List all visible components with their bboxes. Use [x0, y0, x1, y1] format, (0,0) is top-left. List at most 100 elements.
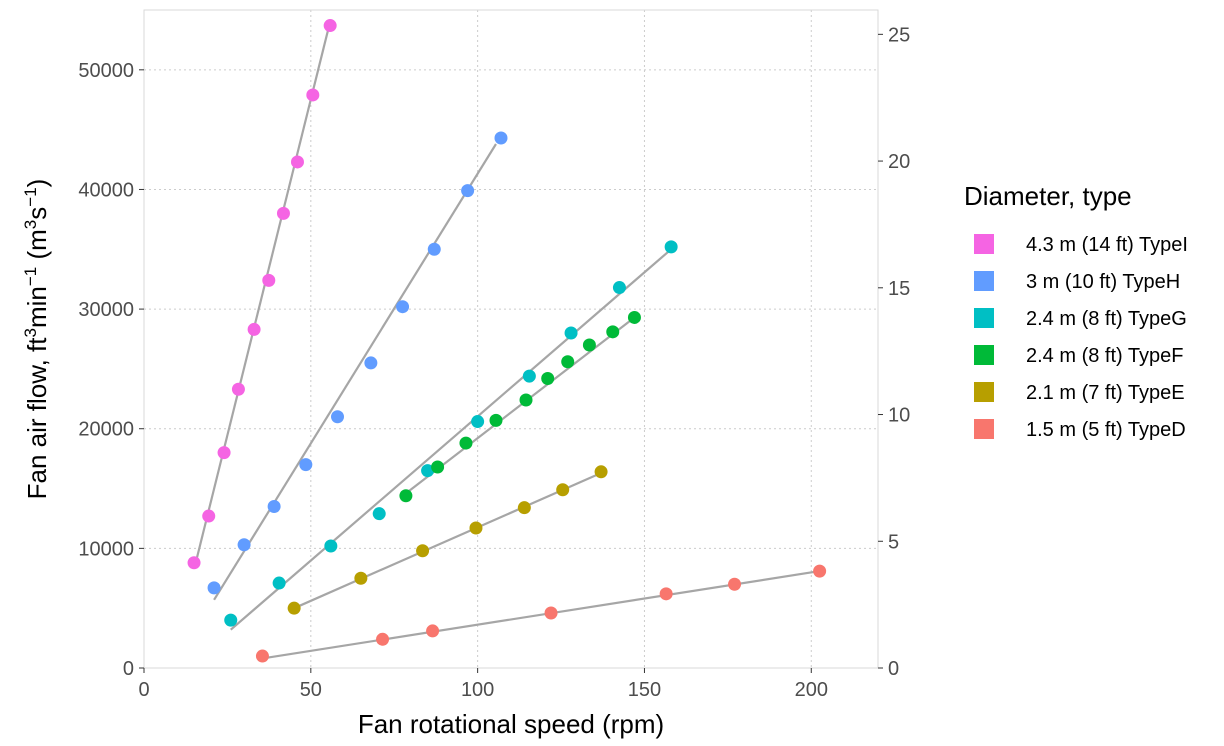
data-point-4-3-m-14-ft-typei [323, 19, 337, 33]
legend-label: 2.4 m (8 ft) TypeF [1026, 345, 1183, 367]
data-point-2-1-m-7-ft-typee [354, 571, 368, 585]
data-point-4-3-m-14-ft-typei [202, 509, 216, 523]
data-point-3-m-10-ft-typeh [207, 581, 221, 595]
y-tick-label: 40000 [78, 179, 134, 201]
x-tick-label: 100 [461, 679, 494, 701]
data-point-2-4-m-8-ft-typef [541, 371, 555, 385]
data-point-2-4-m-8-ft-typef [431, 460, 445, 474]
data-point-2-4-m-8-ft-typeg [421, 464, 435, 478]
y-axis-ticks: 0 10000 20000 30000 40000 50000 [78, 60, 144, 680]
y2-tick-label: 10 [888, 405, 910, 427]
y-axis-title: Fan air flow, ft3min−1 (m3s−1) [21, 179, 52, 500]
legend-label: 4.3 m (14 ft) TypeI [1026, 234, 1188, 256]
fit-line-2-1-m-7-ft-typee [293, 471, 602, 610]
y2-axis-ticks: 0 5 10 15 20 25 [878, 24, 910, 680]
data-points [187, 19, 827, 663]
data-point-2-4-m-8-ft-typeg [612, 281, 626, 295]
y2-tick-label: 20 [888, 151, 910, 173]
data-point-2-1-m-7-ft-typee [416, 544, 430, 558]
plot-panel-border [143, 9, 879, 669]
data-point-2-4-m-8-ft-typef [519, 393, 533, 407]
data-point-3-m-10-ft-typeh [396, 300, 410, 314]
data-point-2-4-m-8-ft-typeg [522, 369, 536, 383]
y-tick-label: 20000 [78, 419, 134, 441]
data-point-2-4-m-8-ft-typeg [664, 240, 678, 254]
data-point-3-m-10-ft-typeh [427, 242, 441, 256]
data-point-1-5-m-5-ft-typed [659, 587, 673, 601]
y2-tick-label: 25 [888, 24, 910, 46]
data-point-4-3-m-14-ft-typei [217, 446, 231, 460]
legend-key-2-4-m-8-ft-typeg [974, 308, 994, 328]
legend-label: 2.4 m (8 ft) TypeG [1026, 308, 1187, 330]
data-point-1-5-m-5-ft-typed [544, 606, 558, 620]
y-tick-label: 30000 [78, 299, 134, 321]
data-point-1-5-m-5-ft-typed [255, 649, 269, 663]
y2-tick-label: 15 [888, 278, 910, 300]
legend-label: 3 m (10 ft) TypeH [1026, 271, 1180, 293]
data-point-4-3-m-14-ft-typei [262, 273, 276, 287]
data-point-2-1-m-7-ft-typee [517, 501, 531, 515]
data-point-4-3-m-14-ft-typei [247, 322, 261, 336]
data-point-2-1-m-7-ft-typee [469, 521, 483, 535]
x-tick-label: 150 [628, 679, 661, 701]
data-point-1-5-m-5-ft-typed [728, 577, 742, 591]
fit-line-1-5-m-5-ft-typed [262, 570, 820, 660]
fit-line-2-4-m-8-ft-typeg [230, 248, 672, 631]
data-point-2-1-m-7-ft-typee [594, 465, 608, 479]
data-point-4-3-m-14-ft-typei [231, 382, 245, 396]
data-point-3-m-10-ft-typeh [461, 184, 475, 198]
legend-label: 1.5 m (5 ft) TypeD [1026, 419, 1186, 441]
data-point-2-4-m-8-ft-typeg [471, 415, 485, 429]
data-point-2-4-m-8-ft-typeg [564, 326, 578, 340]
data-point-4-3-m-14-ft-typei [187, 556, 201, 570]
fit-lines [194, 25, 820, 660]
data-point-2-4-m-8-ft-typef [459, 436, 473, 450]
data-point-1-5-m-5-ft-typed [813, 564, 827, 578]
data-point-2-1-m-7-ft-typee [287, 601, 301, 615]
fit-line-3-m-10-ft-typeh [213, 143, 497, 601]
y2-tick-label: 5 [888, 531, 899, 553]
data-point-3-m-10-ft-typeh [237, 538, 251, 552]
data-point-1-5-m-5-ft-typed [426, 624, 440, 638]
legend-key-3-m-10-ft-typeh [974, 271, 994, 291]
data-point-1-5-m-5-ft-typed [376, 632, 390, 646]
x-axis-title: Fan rotational speed (rpm) [358, 709, 664, 739]
legend-key-1-5-m-5-ft-typed [974, 419, 994, 439]
data-point-2-4-m-8-ft-typef [627, 310, 641, 324]
legend-key-2-1-m-7-ft-typee [974, 382, 994, 402]
data-point-4-3-m-14-ft-typei [306, 88, 320, 102]
data-point-4-3-m-14-ft-typei [276, 206, 290, 220]
legend-label: 2.1 m (7 ft) TypeE [1026, 382, 1185, 404]
data-point-3-m-10-ft-typeh [299, 458, 313, 472]
data-point-3-m-10-ft-typeh [331, 410, 345, 424]
data-point-3-m-10-ft-typeh [494, 131, 508, 145]
data-point-2-4-m-8-ft-typef [561, 355, 575, 369]
data-point-4-3-m-14-ft-typei [290, 155, 304, 169]
x-tick-label: 50 [300, 679, 322, 701]
legend-key-2-4-m-8-ft-typef [974, 345, 994, 365]
data-point-3-m-10-ft-typeh [364, 356, 378, 370]
legend: 4.3 m (14 ft) TypeI 3 m (10 ft) TypeH 2.4 … [974, 234, 1188, 441]
data-point-2-4-m-8-ft-typef [606, 325, 620, 339]
y-tick-label: 0 [123, 658, 134, 680]
data-point-2-4-m-8-ft-typef [582, 338, 596, 352]
data-point-3-m-10-ft-typeh [267, 499, 281, 513]
fit-line-2-4-m-8-ft-typef [405, 316, 636, 495]
data-point-2-4-m-8-ft-typeg [372, 507, 386, 521]
fit-line-4-3-m-14-ft-typei [194, 25, 331, 563]
data-point-2-4-m-8-ft-typeg [224, 613, 238, 627]
grid-lines [143, 10, 878, 669]
data-point-2-4-m-8-ft-typef [399, 489, 413, 503]
legend-key-4-3-m-14-ft-typei [974, 234, 994, 254]
y-tick-label: 50000 [78, 60, 134, 82]
y2-tick-label: 0 [888, 658, 899, 680]
x-tick-label: 200 [795, 679, 828, 701]
legend-title: Diameter, type [964, 181, 1132, 211]
x-tick-label: 0 [138, 679, 149, 701]
data-point-2-4-m-8-ft-typeg [324, 539, 338, 553]
data-point-2-4-m-8-ft-typeg [272, 576, 286, 590]
x-axis-ticks: 0 50 100 150 200 [138, 668, 828, 701]
data-point-2-1-m-7-ft-typee [556, 483, 570, 497]
data-point-2-4-m-8-ft-typef [489, 413, 503, 427]
